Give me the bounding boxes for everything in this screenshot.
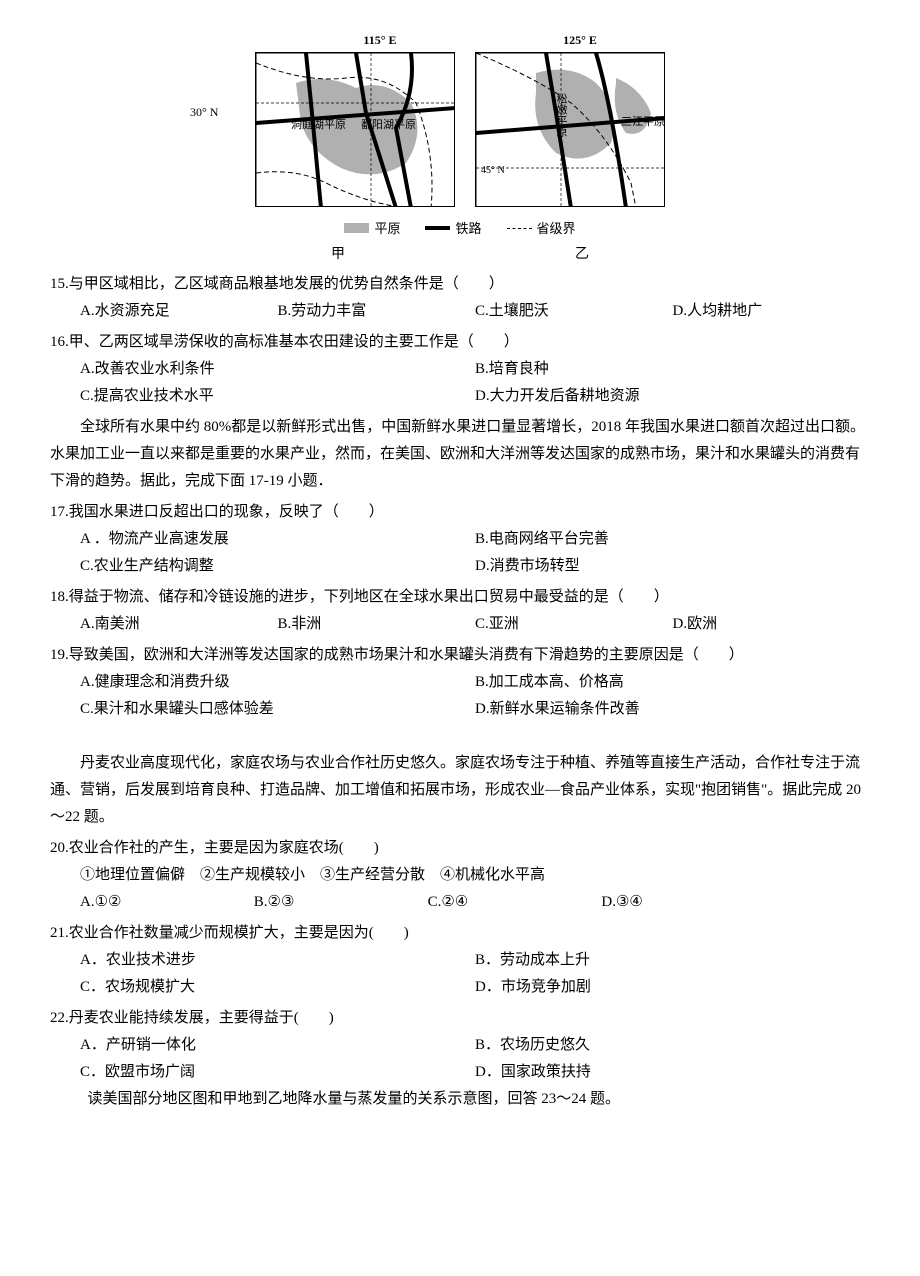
map-left-label: 甲 xyxy=(331,242,345,267)
map-left-box: 115° E 洞庭湖平原 鄱阳湖平原 xyxy=(255,30,455,207)
q22-opt-c: C．欧盟市场广阔 xyxy=(80,1059,475,1086)
q21-opt-b: B．劳动成本上升 xyxy=(475,947,870,974)
question-17: 17.我国水果进口反超出口的现象，反映了（ ） A ．物流产业高速发展 B.电商… xyxy=(50,499,870,580)
q21-opt-c: C．农场规模扩大 xyxy=(80,974,475,1001)
q22-stem: 22.丹麦农业能持续发展，主要得益于( ) xyxy=(50,1005,870,1032)
q18-opt-d: D.欧洲 xyxy=(673,611,871,638)
q18-opt-c: C.亚洲 xyxy=(475,611,673,638)
legend-rail: 铁路 xyxy=(425,217,481,240)
q19-opt-a: A.健康理念和消费升级 xyxy=(80,669,475,696)
map-text-poyang: 鄱阳湖平原 xyxy=(361,118,416,131)
q21-stem: 21.农业合作社数量减少而规模扩大，主要是因为( ) xyxy=(50,920,870,947)
question-20: 20.农业合作社的产生，主要是因为家庭农场( ) ①地理位置偏僻 ②生产规模较小… xyxy=(50,835,870,916)
q16-opt-d: D.大力开发后备耕地资源 xyxy=(475,383,870,410)
q20-circles: ①地理位置偏僻 ②生产规模较小 ③生产经营分散 ④机械化水平高 xyxy=(50,862,870,889)
legend-plain: 平原 xyxy=(344,217,400,240)
q17-stem: 17.我国水果进口反超出口的现象，反映了（ ） xyxy=(50,499,870,526)
q18-opt-b: B.非洲 xyxy=(278,611,476,638)
map-text-dongting: 洞庭湖平原 xyxy=(291,117,346,131)
passage-4: 读美国部分地区图和甲地到乙地降水量与蒸发量的关系示意图，回答 23～24 题。 xyxy=(50,1086,870,1113)
legend-border-swatch xyxy=(507,228,532,229)
q20-opt-b: B.②③ xyxy=(254,889,428,916)
q19-opt-b: B.加工成本高、价格高 xyxy=(475,669,870,696)
legend-border-label: 省级界 xyxy=(537,217,576,240)
q18-opt-a: A.南美洲 xyxy=(80,611,278,638)
passage-2: 全球所有水果中约 80%都是以新鲜形式出售，中国新鲜水果进口量显著增长，2018… xyxy=(50,414,870,495)
question-16: 16.甲、乙两区域旱涝保收的高标准基本农田建设的主要工作是（ ） A.改善农业水… xyxy=(50,329,870,410)
q15-opt-b: B.劳动力丰富 xyxy=(278,298,476,325)
map-legend: 平原 铁路 省级界 xyxy=(50,217,870,240)
map-text-sanjiang: 三江平原 xyxy=(621,115,665,128)
legend-plain-label: 平原 xyxy=(374,217,400,240)
q15-opt-d: D.人均耕地广 xyxy=(673,298,871,325)
question-19: 19.导致美国，欧洲和大洋洲等发达国家的成熟市场果汁和水果罐头消费有下滑趋势的主… xyxy=(50,642,870,723)
q20-opt-d: D.③④ xyxy=(601,889,775,916)
map-right-lon-label: 125° E xyxy=(563,30,597,52)
passage-3: 丹麦农业高度现代化，家庭农场与农业合作社历史悠久。家庭农场专注于种植、养殖等直接… xyxy=(50,750,870,831)
map-bottom-labels: 甲 乙 xyxy=(50,242,870,267)
q15-opt-a: A.水资源充足 xyxy=(80,298,278,325)
q20-stem: 20.农业合作社的产生，主要是因为家庭农场( ) xyxy=(50,835,870,862)
q17-opt-c: C.农业生产结构调整 xyxy=(80,553,475,580)
q22-opt-d: D．国家政策扶持 xyxy=(475,1059,870,1086)
legend-border: 省级界 xyxy=(507,217,576,240)
question-15: 15.与甲区域相比，乙区域商品粮基地发展的优势自然条件是（ ） A.水资源充足 … xyxy=(50,271,870,325)
q16-opt-b: B.培育良种 xyxy=(475,356,870,383)
map-right-label: 乙 xyxy=(575,242,589,267)
q15-opt-c: C.土壤肥沃 xyxy=(475,298,673,325)
q20-opt-a: A.①② xyxy=(80,889,254,916)
q18-stem: 18.得益于物流、储存和冷链设施的进步，下列地区在全球水果出口贸易中最受益的是（… xyxy=(50,584,870,611)
q16-opt-a: A.改善农业水利条件 xyxy=(80,356,475,383)
legend-plain-swatch xyxy=(344,223,369,233)
map-right-svg: 松嫩平原 三江平原 45° N xyxy=(475,52,665,207)
q19-opt-c: C.果汁和水果罐头口感体验差 xyxy=(80,696,475,723)
map-figure-container: 115° E 洞庭湖平原 鄱阳湖平原 125° E xyxy=(50,30,870,207)
q15-stem: 15.与甲区域相比，乙区域商品粮基地发展的优势自然条件是（ ） xyxy=(50,271,870,298)
question-18: 18.得益于物流、储存和冷链设施的进步，下列地区在全球水果出口贸易中最受益的是（… xyxy=(50,584,870,638)
q19-stem: 19.导致美国，欧洲和大洋洲等发达国家的成熟市场果汁和水果罐头消费有下滑趋势的主… xyxy=(50,642,870,669)
q16-stem: 16.甲、乙两区域旱涝保收的高标准基本农田建设的主要工作是（ ） xyxy=(50,329,870,356)
legend-rail-label: 铁路 xyxy=(455,217,481,240)
q16-opt-c: C.提高农业技术水平 xyxy=(80,383,475,410)
map-text-45n: 45° N xyxy=(481,165,505,176)
map-left-lat-label: 30° N xyxy=(190,102,218,124)
q22-opt-a: A．产研销一体化 xyxy=(80,1032,475,1059)
question-21: 21.农业合作社数量减少而规模扩大，主要是因为( ) A．农业技术进步 B．劳动… xyxy=(50,920,870,1001)
legend-rail-swatch xyxy=(425,226,450,230)
q17-opt-b: B.电商网络平台完善 xyxy=(475,526,870,553)
map-left-lon-label: 115° E xyxy=(363,30,396,52)
map-right-box: 125° E 松嫩平原 三江平原 45° N xyxy=(475,30,665,207)
q19-opt-d: D.新鲜水果运输条件改善 xyxy=(475,696,870,723)
q17-opt-d: D.消费市场转型 xyxy=(475,553,870,580)
q17-opt-a: A ．物流产业高速发展 xyxy=(80,526,475,553)
q21-opt-d: D．市场竞争加剧 xyxy=(475,974,870,1001)
question-22: 22.丹麦农业能持续发展，主要得益于( ) A．产研销一体化 B．农场历史悠久 … xyxy=(50,1005,870,1086)
q20-opt-c: C.②④ xyxy=(428,889,602,916)
map-left-svg: 洞庭湖平原 鄱阳湖平原 xyxy=(255,52,455,207)
q21-opt-a: A．农业技术进步 xyxy=(80,947,475,974)
map-text-songnen: 松嫩平原 xyxy=(555,91,568,136)
q22-opt-b: B．农场历史悠久 xyxy=(475,1032,870,1059)
